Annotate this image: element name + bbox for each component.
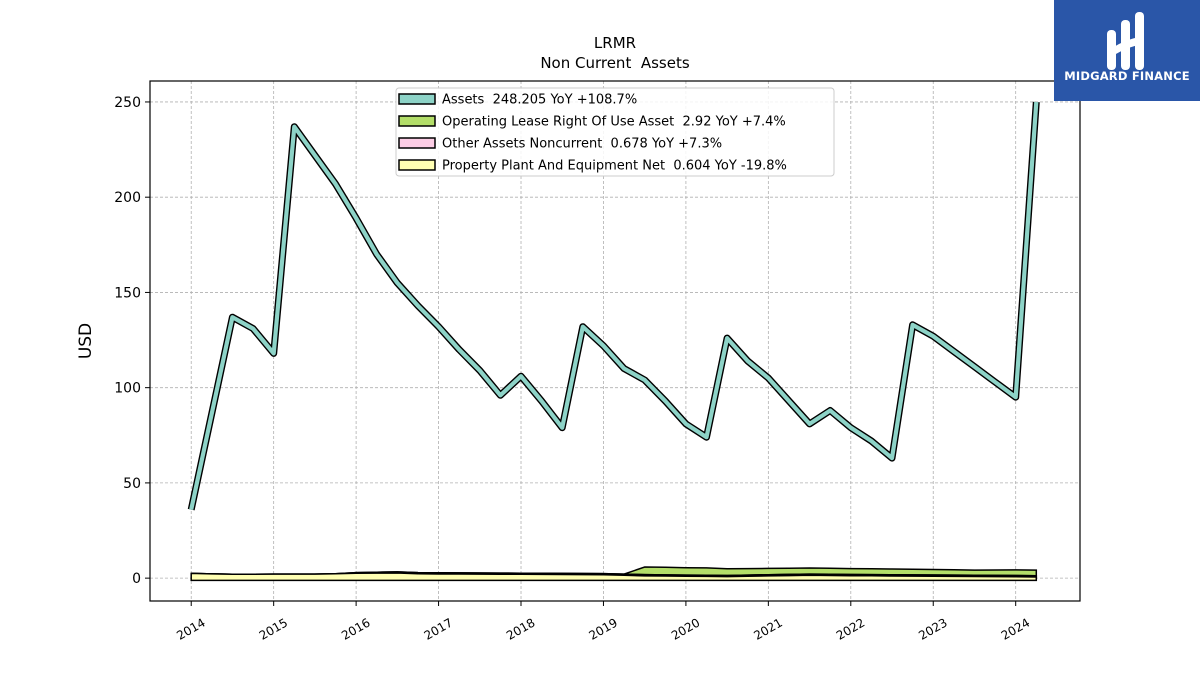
- y-ticks: 0 50 100 150 200 250: [114, 95, 150, 587]
- legend-label: Assets 248.205 YoY +108.7%: [442, 93, 637, 108]
- legend-label: Property Plant And Equipment Net 0.604 Y…: [442, 159, 787, 174]
- legend-label: Other Assets Noncurrent 0.678 YoY +7.3%: [442, 137, 722, 152]
- y-tick-label: 0: [132, 571, 141, 587]
- x-tick-label: 2019: [587, 615, 620, 642]
- chart-title: LRMR: [594, 34, 636, 52]
- y-axis-label: USD: [76, 323, 96, 359]
- y-tick-label: 200: [114, 190, 141, 206]
- x-tick-label: 2017: [422, 615, 455, 642]
- x-tick-label: 2020: [669, 615, 702, 642]
- legend-swatch: [398, 159, 436, 171]
- logo-text: MIDGARD FINANCE: [1064, 69, 1190, 83]
- midgard-finance-logo: MIDGARD FINANCE: [1054, 0, 1200, 101]
- legend: Assets 248.205 YoY +108.7% Operating Leas…: [395, 87, 835, 177]
- x-tick-label: 2014: [174, 615, 207, 642]
- legend-swatch: [398, 93, 436, 105]
- y-tick-label: 150: [114, 285, 141, 301]
- chart-subtitle: Non Current Assets: [540, 54, 690, 72]
- y-tick-label: 50: [123, 476, 141, 492]
- y-tick-label: 250: [114, 95, 141, 111]
- x-tick-label: 2023: [916, 615, 949, 642]
- assets-line: [189, 101, 1039, 511]
- legend-swatch: [398, 137, 436, 149]
- x-tick-label: 2021: [751, 615, 784, 642]
- x-ticks: 2014 2015 2016 2017 2018 2019 2020 2021 2022 2023…: [174, 601, 1032, 643]
- x-tick-label: 2022: [834, 615, 867, 642]
- series-areas: [190, 566, 1038, 582]
- x-tick-label: 2015: [257, 615, 290, 642]
- x-tick-label: 2018: [504, 615, 537, 642]
- x-tick-label: 2024: [999, 615, 1032, 642]
- area-property: [190, 572, 1038, 582]
- legend-label: Operating Lease Right Of Use Asset 2.92 …: [442, 115, 786, 130]
- legend-box: [395, 87, 835, 177]
- legend-swatch: [398, 115, 436, 127]
- midgard-logo-icon: [1107, 12, 1144, 70]
- x-tick-label: 2016: [339, 615, 372, 642]
- assets-line-group: [187, 101, 1040, 511]
- plot-frame: [149, 80, 1081, 602]
- y-tick-label: 100: [114, 381, 141, 397]
